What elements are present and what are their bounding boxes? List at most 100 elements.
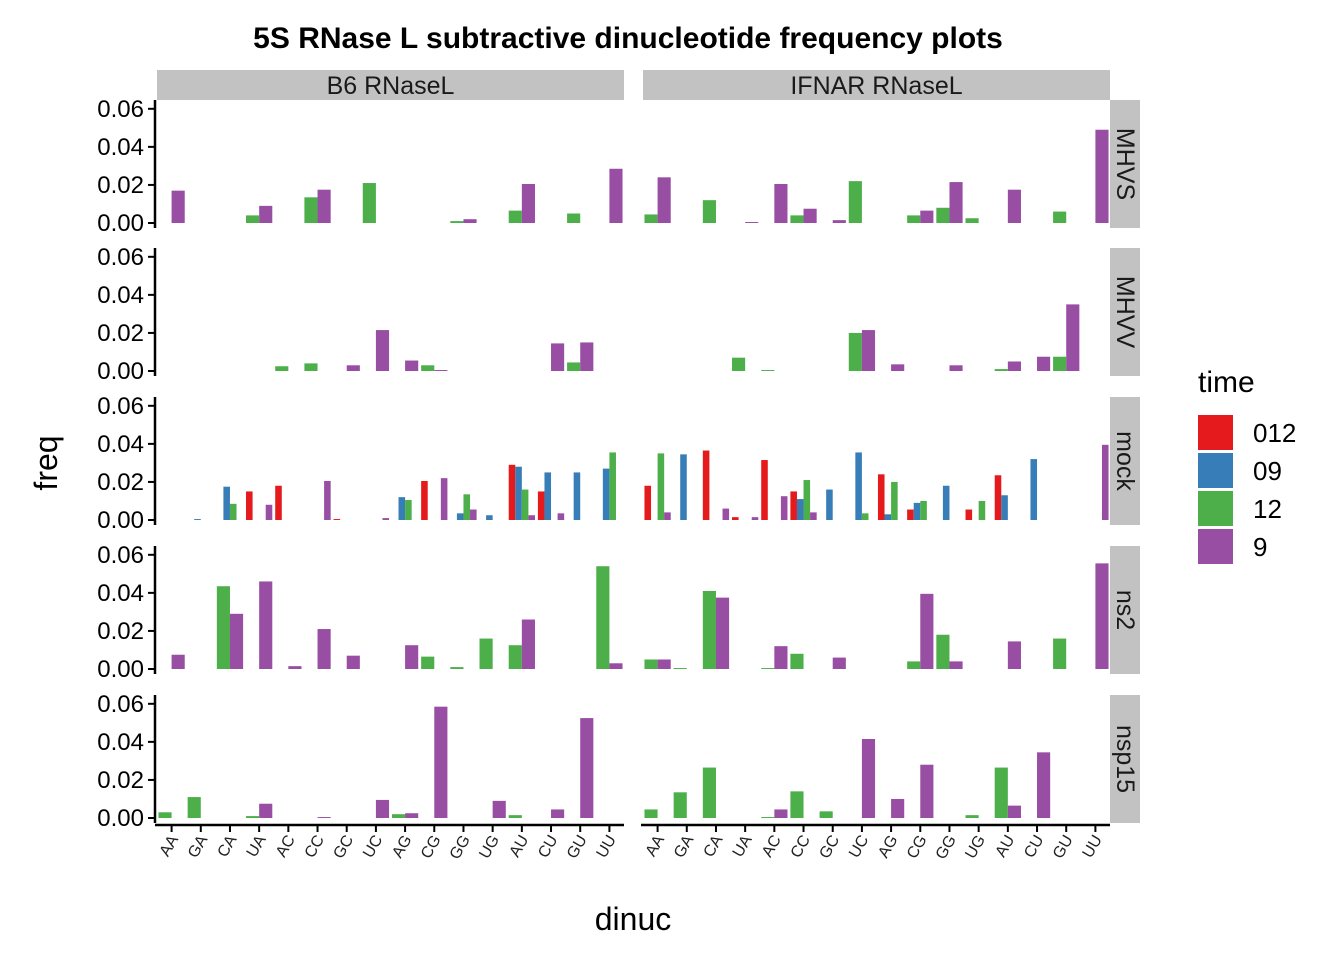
bar — [304, 363, 318, 371]
bar — [1101, 444, 1109, 520]
x-tick-label: UG — [962, 833, 989, 862]
bar — [965, 218, 979, 223]
column-strip — [157, 70, 624, 100]
y-tick-label: 0.00 — [97, 358, 144, 385]
bar — [375, 330, 390, 371]
legend-swatch — [1198, 453, 1233, 488]
bar — [790, 491, 797, 520]
bar — [288, 666, 302, 669]
x-tick-label: GG — [933, 833, 960, 863]
bar — [657, 177, 671, 223]
bar — [936, 634, 950, 669]
bar — [171, 654, 185, 669]
bar — [819, 811, 833, 818]
bar — [774, 646, 788, 669]
row-strip — [1110, 695, 1140, 823]
y-tick-label: 0.04 — [97, 134, 144, 161]
bar — [790, 653, 804, 669]
x-tick-label: CG — [904, 833, 931, 862]
legend-label: 9 — [1253, 532, 1267, 562]
y-tick-label: 0.00 — [97, 507, 144, 534]
x-tick-label: AU — [992, 833, 1018, 861]
bar — [515, 466, 522, 520]
bar — [265, 504, 273, 520]
bar — [1095, 563, 1109, 669]
y-tick-label: 0.02 — [97, 767, 144, 794]
bar — [596, 566, 610, 669]
bar — [774, 183, 788, 223]
y-tick-label: 0.04 — [97, 729, 144, 756]
y-axis-title: freq — [28, 435, 64, 490]
bar — [551, 809, 565, 818]
bar — [965, 509, 973, 520]
bar — [259, 803, 273, 818]
bar — [375, 799, 390, 818]
x-tick-label: AC — [273, 833, 299, 861]
bar — [528, 515, 535, 520]
legend-swatch — [1198, 529, 1233, 564]
x-tick-label: CC — [302, 833, 328, 862]
bar — [573, 472, 581, 520]
x-tick-label: UU — [1080, 833, 1106, 862]
bar — [702, 450, 710, 520]
y-tick-label: 0.02 — [97, 469, 144, 496]
x-tick-label: GU — [564, 833, 591, 862]
bar — [259, 205, 273, 223]
bar — [229, 613, 244, 669]
bar — [580, 718, 594, 818]
bar — [362, 183, 376, 223]
panels-layer: B6 RNaseL IFNAR RNaseL MHVS MHVV mock ns2 nsp1… — [97, 70, 1140, 863]
x-tick-label: GC — [816, 833, 843, 862]
x-tick-label: CA — [701, 832, 727, 860]
bar — [382, 518, 390, 520]
bar — [1030, 459, 1038, 520]
bar — [1007, 189, 1021, 223]
x-axis-title: dinuc — [595, 901, 672, 937]
bar — [796, 499, 804, 520]
bar — [949, 365, 963, 371]
x-tick-label: CG — [418, 833, 445, 862]
row-strip — [1110, 397, 1140, 525]
bar — [1053, 638, 1067, 669]
bar — [761, 668, 775, 669]
bar — [920, 210, 934, 223]
bar — [567, 362, 581, 371]
x-tick-label: AG — [875, 833, 901, 862]
bar — [450, 667, 464, 669]
bar — [544, 472, 552, 520]
x-tick-label: AA — [157, 832, 183, 859]
bar — [861, 330, 876, 371]
bar — [405, 813, 419, 818]
x-tick-label: AC — [759, 833, 785, 861]
bar — [732, 517, 739, 520]
x-tick-label: GC — [330, 833, 357, 862]
row-strip-label: mock — [1111, 431, 1139, 491]
row-strip — [1110, 248, 1140, 376]
bar — [216, 586, 230, 669]
bar — [470, 509, 477, 520]
row-strip-label: nsp15 — [1111, 725, 1139, 793]
bar — [187, 797, 201, 818]
bar — [275, 366, 289, 371]
bar — [657, 453, 665, 520]
y-tick-label: 0.04 — [97, 580, 144, 607]
row-strip-label: MHVV — [1111, 276, 1139, 349]
y-tick-label: 0.04 — [97, 282, 144, 309]
bar — [171, 190, 185, 223]
legend-label: 09 — [1253, 456, 1282, 486]
bar — [826, 489, 833, 520]
bar — [521, 489, 529, 520]
bar — [1066, 304, 1080, 371]
bar — [246, 491, 253, 520]
y-tick-label: 0.02 — [97, 172, 144, 199]
bar — [702, 590, 716, 669]
bar — [1007, 805, 1021, 818]
x-tick-label: UC — [360, 833, 386, 862]
bar — [1001, 495, 1008, 520]
bar — [920, 500, 927, 520]
row-strip-label: MHVS — [1111, 128, 1139, 200]
row-strip-label: ns2 — [1111, 590, 1139, 630]
bar — [398, 497, 406, 520]
